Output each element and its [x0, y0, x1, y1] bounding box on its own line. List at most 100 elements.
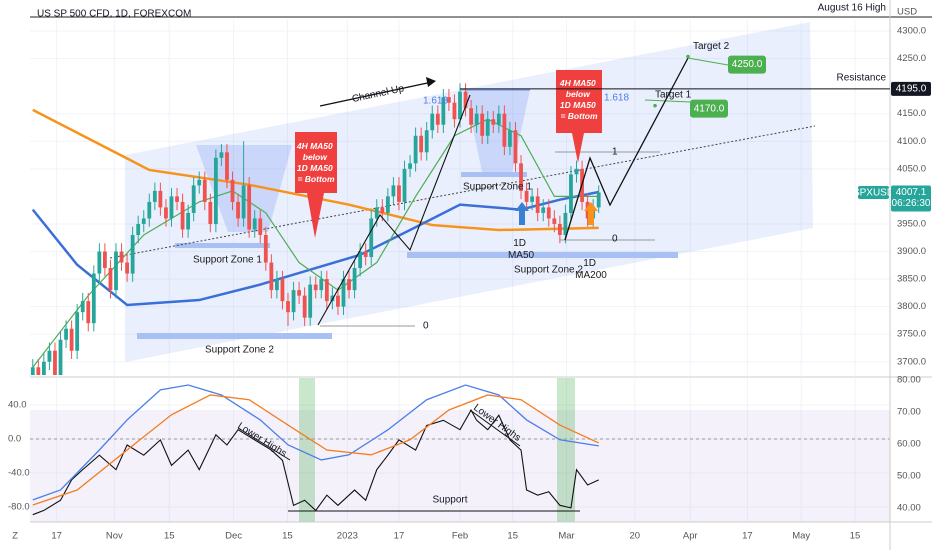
- candle-body: [574, 168, 579, 175]
- candle-body: [447, 97, 451, 103]
- line: [32, 408, 599, 516]
- callout-text: 4H MA50 below 1D MA50 = Bottom: [559, 78, 598, 121]
- candle-body: [513, 130, 518, 164]
- candle-body: [58, 339, 63, 375]
- y-tick-label: 3750.0: [897, 329, 926, 340]
- candle-body: [474, 113, 479, 125]
- candle-body: [363, 251, 368, 258]
- ma-label-line: MA200: [575, 270, 607, 281]
- candle-body: [391, 185, 396, 197]
- target-link: [644, 99, 691, 103]
- toolbar-button[interactable]: Z: [12, 531, 18, 542]
- target-dot: [653, 103, 657, 108]
- ma-label-line: 1D: [583, 258, 596, 269]
- candle-body: [53, 350, 57, 375]
- x-tick-label: 17: [394, 531, 405, 542]
- target-value: 4170.0: [694, 103, 725, 114]
- highlight: [299, 378, 315, 522]
- candle-body: [291, 290, 296, 313]
- candle-body: [208, 201, 213, 224]
- candle-body: [236, 201, 240, 219]
- y2-tick-label: 40.00: [897, 502, 921, 513]
- candle-body: [108, 268, 113, 291]
- candle-body: [64, 328, 68, 340]
- price-badge: [891, 81, 931, 96]
- overlay: US SP 500 CFD, 1D, FOREXCOM USD August 1…: [8, 0, 932, 550]
- callout: [556, 70, 602, 163]
- candle-body: [308, 284, 313, 318]
- candle-body: [30, 367, 35, 375]
- candle-body: [463, 91, 468, 109]
- candle-body: [557, 223, 562, 235]
- candle-body: [275, 279, 279, 291]
- candle-body: [97, 251, 102, 274]
- y-tick-label: 40.0: [8, 400, 27, 411]
- candle-body: [91, 273, 96, 324]
- y-tick-label: 4050.0: [897, 163, 926, 174]
- fib-label: 1.618: [604, 93, 629, 104]
- callout-line: below: [566, 89, 591, 99]
- candle-body: [374, 207, 379, 219]
- y-tick-label: 4150.0: [897, 108, 926, 119]
- candle-body: [186, 212, 191, 230]
- zone-label: Support Zone 2: [205, 345, 274, 356]
- y-tick-label: 4100.0: [897, 136, 926, 147]
- candle-body: [164, 207, 168, 219]
- y-tick-label: 3900.0: [897, 246, 926, 257]
- candle-body: [535, 196, 540, 213]
- price-plot: [30, 83, 601, 375]
- y-tick-label: 0.0: [8, 434, 21, 445]
- candle-body: [480, 113, 485, 136]
- y-tick-label: 3800.0: [897, 301, 926, 312]
- highlight: [557, 378, 575, 522]
- line: [32, 384, 599, 501]
- candle-body: [202, 179, 207, 202]
- x-tick-label: May: [792, 531, 810, 542]
- line: [32, 108, 599, 232]
- candle-body: [136, 223, 141, 235]
- candle-body: [552, 218, 557, 224]
- x-tick-label: 2023: [337, 531, 358, 542]
- zone-label: Support Zone 2: [514, 265, 583, 276]
- projection: [564, 57, 689, 241]
- candle-body: [247, 185, 252, 230]
- candle-body: [485, 119, 490, 136]
- candle-body: [158, 190, 163, 208]
- line: [31, 190, 599, 307]
- fib-label: 0: [612, 234, 618, 245]
- candle-body: [191, 185, 196, 213]
- callout-line: below: [303, 152, 328, 162]
- x-tick-label: 17: [51, 531, 62, 542]
- callout-text: 4H MA50 below 1D MA50 = Bottom: [296, 141, 335, 184]
- candle-body: [541, 207, 546, 213]
- target-box: [690, 99, 728, 118]
- candle-body: [141, 218, 146, 224]
- callout-line: 1D MA50: [560, 100, 596, 110]
- ma-label-line: MA50: [508, 250, 535, 261]
- ma-label-line: 1D: [513, 238, 526, 249]
- callout-line: 4H MA50: [296, 141, 333, 151]
- x-tick-label: 20: [629, 531, 640, 542]
- candle-body: [75, 312, 80, 351]
- candle-body: [502, 113, 507, 147]
- x-tick-label: Mar: [558, 531, 574, 542]
- price-badge-label: 4195.0: [896, 84, 927, 95]
- candle-body: [169, 196, 174, 219]
- candle-body: [341, 279, 346, 307]
- candle-body: [286, 301, 290, 313]
- candle-body: [130, 234, 135, 274]
- fib-label: 1.618: [423, 96, 448, 107]
- y-tick-label: 4300.0: [897, 26, 926, 37]
- candle-body: [424, 130, 429, 153]
- candle-body: [441, 97, 446, 125]
- x-tick-label: 17: [742, 531, 753, 542]
- target-value: 4250.0: [732, 59, 763, 70]
- candle-body: [263, 234, 268, 263]
- candle-body: [119, 251, 124, 263]
- symbol: SPXUSD: [853, 188, 894, 199]
- callout: [295, 132, 337, 238]
- target-link: [687, 57, 729, 66]
- candle-body: [435, 113, 440, 125]
- candle-body: [313, 284, 318, 291]
